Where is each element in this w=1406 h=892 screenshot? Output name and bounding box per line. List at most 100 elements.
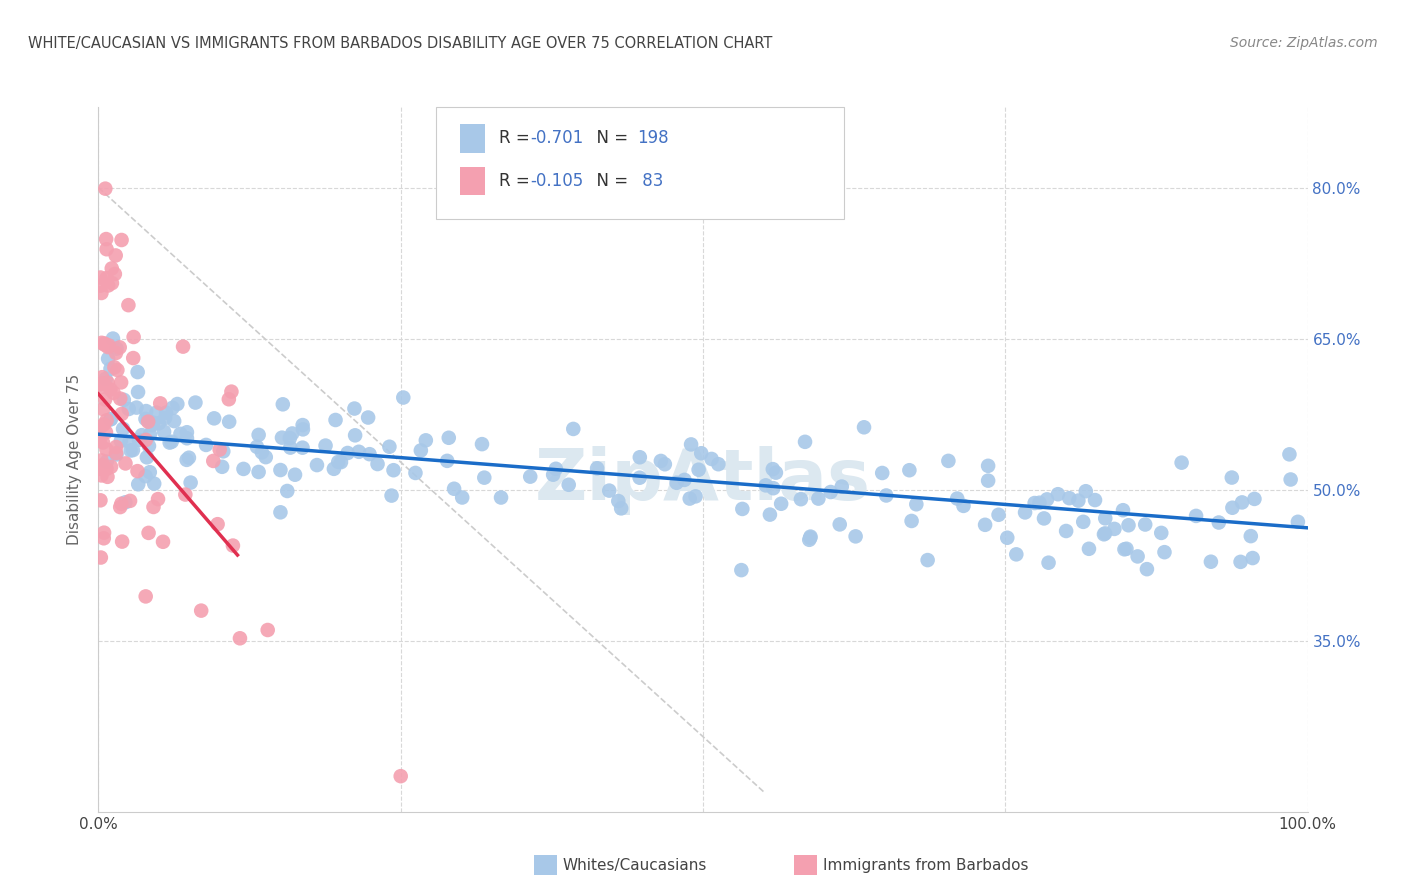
Point <box>159 435 181 450</box>
Point <box>665 475 688 490</box>
Point <box>128 433 150 447</box>
Point <box>831 480 853 494</box>
Point <box>125 401 148 415</box>
Point <box>100 361 122 376</box>
Point <box>291 418 314 433</box>
Point <box>269 463 291 477</box>
Point <box>1094 526 1116 541</box>
Point <box>700 452 723 467</box>
Text: 198: 198 <box>637 129 668 147</box>
Point <box>218 392 240 407</box>
Point <box>1094 511 1116 525</box>
Point <box>110 434 132 448</box>
Text: ZipAtlas: ZipAtlas <box>536 446 870 515</box>
Point <box>118 401 141 416</box>
Point <box>1115 541 1137 556</box>
Point <box>330 455 353 469</box>
Text: -0.701: -0.701 <box>530 129 583 147</box>
Point <box>105 440 128 454</box>
Point <box>1074 484 1097 499</box>
Point <box>977 458 1000 473</box>
Point <box>875 488 897 502</box>
Point <box>100 412 122 426</box>
Point <box>180 475 202 490</box>
Point <box>1024 496 1046 510</box>
Point <box>628 450 651 465</box>
Point <box>169 426 191 441</box>
Point <box>1036 492 1059 507</box>
Point <box>404 466 426 480</box>
Point <box>1084 493 1107 508</box>
Point <box>315 439 337 453</box>
Point <box>111 534 134 549</box>
Point <box>685 489 707 503</box>
Point <box>90 453 112 467</box>
Point <box>256 623 278 637</box>
Point <box>91 370 114 384</box>
Text: N =: N = <box>586 129 634 147</box>
Point <box>378 440 401 454</box>
Point <box>1033 511 1056 525</box>
Point <box>89 420 111 434</box>
Point <box>900 514 922 528</box>
Text: R =: R = <box>499 129 536 147</box>
Text: N =: N = <box>586 172 634 190</box>
Y-axis label: Disability Age Over 75: Disability Age Over 75 <box>67 374 83 545</box>
Point <box>765 466 787 480</box>
Point <box>105 342 128 356</box>
Point <box>389 769 412 783</box>
Point <box>103 385 125 400</box>
Point <box>276 483 298 498</box>
Point <box>344 428 367 442</box>
Point <box>149 396 172 410</box>
Point <box>853 420 876 434</box>
Point <box>142 500 165 514</box>
Point <box>1241 551 1264 566</box>
Point <box>562 422 585 436</box>
Point <box>845 529 868 543</box>
Point <box>987 508 1010 522</box>
Point <box>305 458 328 472</box>
Point <box>1126 549 1149 564</box>
Point <box>946 491 969 506</box>
Point <box>607 494 630 508</box>
Point <box>172 340 194 354</box>
Point <box>212 444 235 458</box>
Point <box>94 181 117 195</box>
Point <box>91 458 114 472</box>
Point <box>96 462 118 476</box>
Point <box>93 525 115 540</box>
Point <box>707 457 730 471</box>
Point <box>1230 495 1253 509</box>
Point <box>1199 555 1222 569</box>
Point <box>1067 493 1090 508</box>
Point <box>135 450 157 465</box>
Point <box>89 462 111 476</box>
Point <box>247 465 270 479</box>
Point <box>166 397 188 411</box>
Point <box>436 454 458 468</box>
Point <box>799 531 821 545</box>
Point <box>117 298 139 312</box>
Point <box>870 466 893 480</box>
Point <box>794 434 817 449</box>
Point <box>174 487 197 501</box>
Point <box>141 418 163 433</box>
Point <box>127 365 149 379</box>
Point <box>91 402 114 417</box>
Point <box>1014 505 1036 519</box>
Point <box>347 444 370 458</box>
Point <box>1136 562 1159 576</box>
Point <box>271 397 294 411</box>
Point <box>688 463 710 477</box>
Point <box>108 340 131 354</box>
Point <box>211 459 233 474</box>
Point <box>127 384 149 399</box>
Point <box>103 360 125 375</box>
Point <box>1114 542 1136 557</box>
Text: -0.105: -0.105 <box>530 172 583 190</box>
Point <box>762 481 785 495</box>
Point <box>96 470 118 484</box>
Point <box>100 412 122 426</box>
Point <box>1229 555 1251 569</box>
